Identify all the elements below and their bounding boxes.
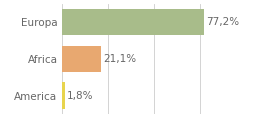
Text: 1,8%: 1,8% — [67, 91, 94, 101]
Bar — [62, 9, 204, 35]
Bar — [62, 82, 65, 109]
Text: 77,2%: 77,2% — [206, 17, 240, 27]
Bar — [62, 45, 101, 72]
Text: 21,1%: 21,1% — [103, 54, 136, 64]
